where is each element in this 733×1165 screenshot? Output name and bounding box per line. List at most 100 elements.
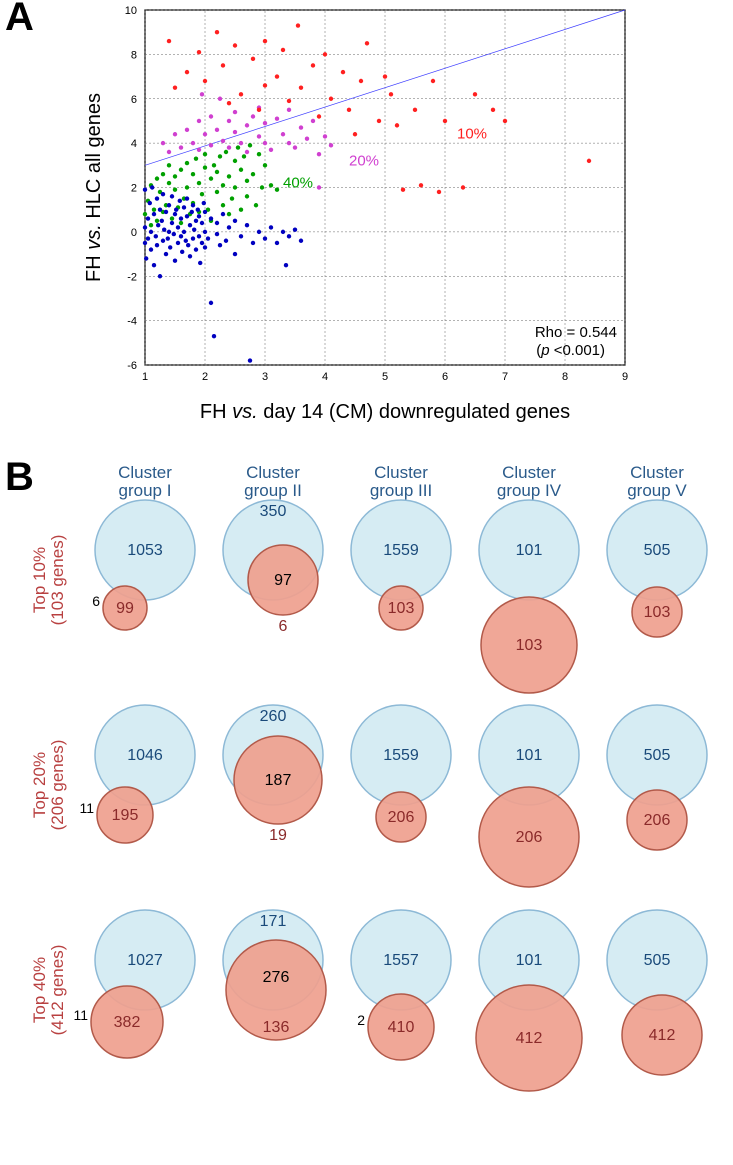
salmon-count: 99 (116, 600, 134, 617)
column-header: group I (119, 481, 172, 500)
blue-count: 505 (644, 952, 671, 969)
scatter-point (203, 79, 207, 83)
scatter-point (317, 152, 321, 156)
scatter-point (233, 185, 237, 189)
scatter-point (197, 214, 201, 218)
scatter-point (182, 205, 186, 209)
scatter-point (167, 150, 171, 154)
scatter-point (287, 99, 291, 103)
scatter-point (168, 245, 172, 249)
scatter-point (143, 188, 147, 192)
scatter-point (197, 119, 201, 123)
scatter-point (248, 143, 252, 147)
scatter-point (155, 219, 159, 223)
scatter-point (443, 119, 447, 123)
scatter-point (198, 261, 202, 265)
scatter-point (164, 252, 168, 256)
rho-text: Rho = 0.544 (535, 324, 617, 341)
scatter-point (491, 108, 495, 112)
outside-count: 2 (357, 1012, 365, 1028)
scatter-plot: 123456789-6-4-2024681040%20%10%FH vs. da… (80, 0, 640, 430)
scatter-point (275, 74, 279, 78)
salmon-count: 206 (644, 812, 671, 829)
scatter-point (149, 230, 153, 234)
scatter-point (158, 207, 162, 211)
scatter-point (173, 188, 177, 192)
scatter-point (299, 239, 303, 243)
scatter-point (257, 134, 261, 138)
scatter-point (245, 223, 249, 227)
column-header: Cluster (374, 463, 428, 482)
scatter-point (233, 110, 237, 114)
scatter-point (215, 30, 219, 34)
blue-count: 505 (644, 542, 671, 559)
scatter-point (281, 48, 285, 52)
scatter-point (227, 174, 231, 178)
panel-a-label: A (5, 0, 34, 40)
salmon-count: 103 (644, 604, 671, 621)
scatter-point (152, 207, 156, 211)
scatter-point (188, 254, 192, 258)
svg-text:9: 9 (622, 371, 628, 383)
scatter-point (317, 185, 321, 189)
salmon-count: 195 (112, 807, 139, 824)
scatter-point (191, 203, 195, 207)
below-count: 19 (269, 827, 287, 844)
figure: A 123456789-6-4-2024681040%20%10%FH vs. … (0, 0, 733, 1165)
scatter-point (179, 234, 183, 238)
scatter-point (221, 63, 225, 67)
below-count: 6 (279, 618, 288, 635)
scatter-point (239, 92, 243, 96)
scatter-point (180, 250, 184, 254)
scatter-point (389, 92, 393, 96)
scatter-point (203, 165, 207, 169)
scatter-point (209, 301, 213, 305)
scatter-point (209, 114, 213, 118)
salmon-count: 187 (265, 772, 292, 789)
scatter-point (172, 232, 176, 236)
column-header: Cluster (630, 463, 684, 482)
scatter-point (323, 134, 327, 138)
scatter-point (202, 201, 206, 205)
svg-text:8: 8 (562, 371, 568, 383)
scatter-point (155, 196, 159, 200)
scatter-point (419, 183, 423, 187)
scatter-point (431, 79, 435, 83)
scatter-point (194, 247, 198, 251)
scatter-point (161, 239, 165, 243)
scatter-point (185, 128, 189, 132)
scatter-point (152, 263, 156, 267)
group-label: 10% (457, 126, 487, 143)
scatter-point (190, 210, 194, 214)
scatter-point (224, 150, 228, 154)
scatter-point (251, 241, 255, 245)
scatter-point (179, 145, 183, 149)
scatter-point (251, 114, 255, 118)
x-axis-label: FH vs. day 14 (CM) downregulated genes (200, 401, 570, 423)
svg-text:2: 2 (202, 371, 208, 383)
scatter-point (233, 159, 237, 163)
scatter-point (239, 168, 243, 172)
scatter-point (167, 163, 171, 167)
scatter-point (173, 212, 177, 216)
scatter-point (200, 221, 204, 225)
scatter-point (239, 141, 243, 145)
scatter-point (212, 334, 216, 338)
svg-text:6: 6 (442, 371, 448, 383)
scatter-point (176, 241, 180, 245)
scatter-point (311, 119, 315, 123)
scatter-point (164, 210, 168, 214)
scatter-point (173, 132, 177, 136)
scatter-point (173, 259, 177, 263)
salmon-count: 410 (388, 1019, 415, 1036)
scatter-point (233, 130, 237, 134)
blue-count: 350 (260, 503, 287, 520)
scatter-point (154, 234, 158, 238)
scatter-point (155, 176, 159, 180)
scatter-point (185, 70, 189, 74)
scatter-point (158, 274, 162, 278)
svg-text:-4: -4 (127, 316, 137, 328)
scatter-point (227, 119, 231, 123)
salmon-count: 97 (274, 572, 292, 589)
scatter-point (257, 230, 261, 234)
